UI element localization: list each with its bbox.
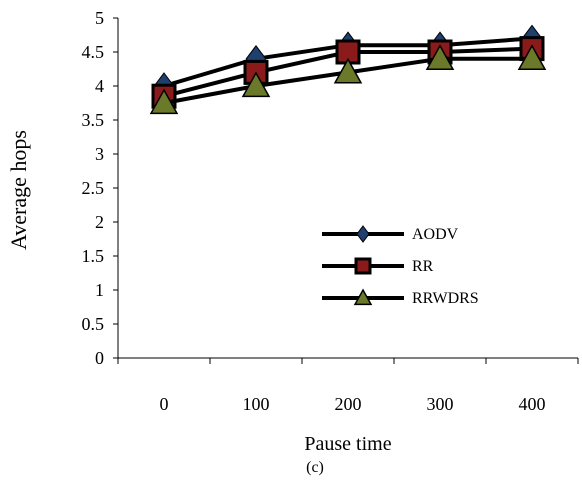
y-tick-label: 5 bbox=[95, 8, 104, 28]
y-axis-ticks: 0 0.5 1 1.5 2 2.5 3 3.5 4 4.5 5 bbox=[82, 8, 118, 368]
legend-item-aodv: AODV bbox=[322, 225, 459, 243]
x-axis-title: Pause time bbox=[304, 433, 391, 455]
y-tick-label: 2.5 bbox=[82, 178, 105, 198]
figure-caption: (c) bbox=[306, 459, 324, 476]
y-tick-label: 4.5 bbox=[82, 42, 105, 62]
y-axis-title: Average hops bbox=[6, 130, 31, 250]
series-layer bbox=[149, 24, 547, 115]
legend-label: RRWDRS bbox=[412, 290, 479, 307]
series-rrwdrs bbox=[149, 44, 547, 115]
y-tick-label: 2 bbox=[95, 212, 104, 232]
legend-marker bbox=[354, 257, 372, 275]
x-tick-label: 300 bbox=[427, 394, 454, 414]
y-tick-label: 3.5 bbox=[82, 110, 105, 130]
y-tick-label: 3 bbox=[95, 144, 104, 164]
legend-item-rrwdrs: RRWDRS bbox=[322, 288, 479, 307]
y-tick-label: 1 bbox=[95, 280, 104, 300]
y-tick-label: 0.5 bbox=[82, 314, 105, 334]
legend-marker bbox=[356, 225, 370, 243]
legend-item-rr: RR bbox=[322, 257, 434, 275]
data-point bbox=[333, 57, 363, 84]
y-tick-label: 1.5 bbox=[82, 246, 105, 266]
legend-label: AODV bbox=[412, 226, 459, 243]
x-tick-label: 100 bbox=[243, 394, 270, 414]
data-point bbox=[241, 71, 271, 98]
y-tick-label: 0 bbox=[95, 348, 104, 368]
legend-label: RR bbox=[412, 258, 434, 275]
x-axis-ticks: 0 100 200 300 400 bbox=[117, 358, 579, 414]
data-point bbox=[425, 44, 455, 70]
x-tick-label: 400 bbox=[519, 394, 546, 414]
legend-marker bbox=[353, 288, 373, 306]
y-tick-label: 4 bbox=[95, 76, 104, 96]
data-point bbox=[517, 44, 547, 70]
x-tick-label: 200 bbox=[335, 394, 362, 414]
x-tick-label: 0 bbox=[160, 394, 169, 414]
legend: AODV RR RRWDRS bbox=[322, 225, 479, 307]
data-point bbox=[149, 88, 179, 115]
